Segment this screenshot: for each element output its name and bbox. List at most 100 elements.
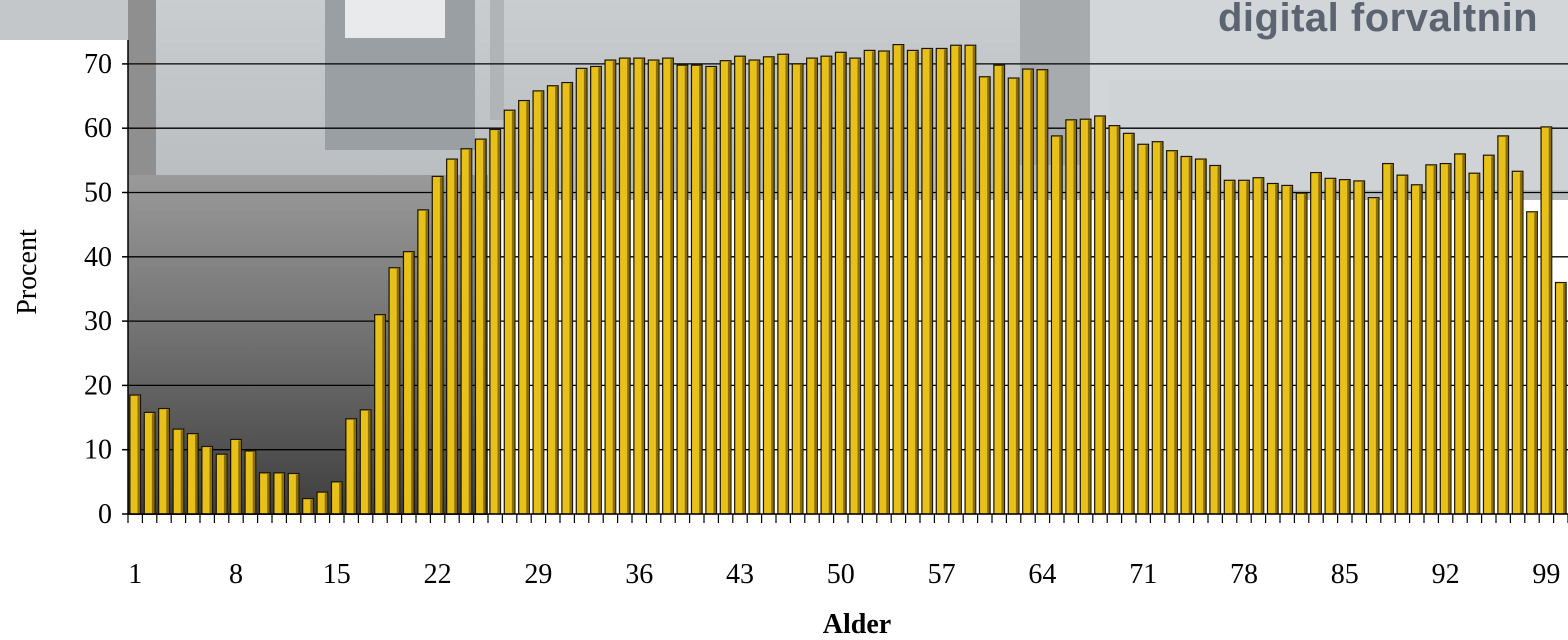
bar: [1108, 125, 1121, 515]
bar: [503, 109, 516, 515]
bar: [1511, 170, 1524, 515]
bar: [1238, 179, 1250, 515]
bar: [647, 59, 660, 515]
bar: [1382, 162, 1394, 515]
axes: 0 10 20 30 40 50 60 70 1 8 15 22 29 36 43 50 57 64 71 78 85 9…: [84, 40, 1568, 590]
bar: [474, 138, 487, 515]
x-tick-label: 50: [827, 559, 855, 590]
bar: [1439, 162, 1452, 515]
bar: [1223, 179, 1236, 515]
bar: [993, 64, 1006, 515]
bar: [921, 47, 934, 515]
bar: [604, 59, 617, 515]
bar: [518, 99, 530, 515]
bar: [388, 267, 401, 515]
x-tick-label: 85: [1331, 559, 1359, 590]
x-axis-title: Alder: [823, 609, 891, 640]
bar: [978, 76, 991, 515]
bar: [532, 90, 545, 515]
bar: [935, 47, 948, 515]
bar: [806, 57, 818, 515]
bar: [489, 128, 502, 515]
x-tick-label: 99: [1532, 559, 1560, 590]
bar: [1454, 153, 1466, 515]
bar: [201, 445, 214, 515]
x-tick-label: 22: [424, 559, 452, 590]
bar: [705, 65, 718, 515]
y-tick-label: 0: [98, 499, 112, 530]
bar: [374, 314, 386, 515]
bar: [906, 49, 919, 515]
y-tick-label: 70: [84, 49, 112, 80]
bar: [1122, 132, 1135, 515]
bar: [1410, 184, 1423, 515]
bar: [950, 44, 962, 515]
bar: [1194, 158, 1207, 515]
bar: [1482, 154, 1495, 515]
bar: [446, 158, 458, 515]
bar: [1497, 135, 1510, 515]
y-tick-label: 10: [84, 435, 112, 466]
y-tick-label: 20: [84, 370, 112, 401]
gridlines: [128, 63, 1568, 451]
bar: [791, 63, 804, 515]
bar: [633, 57, 646, 515]
bar: [129, 394, 142, 515]
bar: [1338, 179, 1351, 515]
bar: [590, 65, 602, 515]
bar: [1540, 126, 1553, 515]
bar: [460, 148, 473, 515]
bar: [402, 251, 415, 515]
y-tick-label: 50: [84, 178, 112, 209]
bar: [546, 85, 559, 515]
bar: [1036, 69, 1049, 515]
bar: [1310, 171, 1322, 515]
bar: [748, 59, 761, 515]
bar: [849, 57, 862, 515]
bar: [662, 57, 674, 515]
photo-door-frame: [128, 0, 156, 175]
y-axis-title: Procent: [12, 229, 43, 315]
y-tick-label: 60: [84, 113, 112, 144]
bar: [1209, 164, 1222, 515]
bar: [1468, 172, 1481, 515]
bar: [258, 472, 271, 515]
bar: [892, 44, 905, 515]
x-tick-label: 57: [928, 559, 956, 590]
bar: [575, 67, 588, 515]
y-tick-label: 30: [84, 306, 112, 337]
bar: [1367, 197, 1380, 515]
bar: [1526, 211, 1538, 515]
bar: [1324, 177, 1337, 515]
x-tick-label: 8: [229, 559, 243, 590]
bar: [158, 407, 170, 515]
bar: [1050, 135, 1063, 515]
bar: [330, 481, 343, 515]
bar: [1007, 77, 1020, 515]
bar: [244, 450, 257, 515]
bar: [417, 209, 430, 515]
x-tick-label: 64: [1028, 559, 1056, 590]
bar: [287, 472, 300, 515]
x-tick-label: 71: [1129, 559, 1157, 590]
bar: [777, 53, 790, 515]
bar: [1295, 192, 1308, 515]
x-tick-label: 29: [524, 559, 552, 590]
bar: [834, 51, 847, 515]
bar: [316, 491, 329, 515]
bar: [561, 81, 574, 515]
bar: [1353, 180, 1366, 515]
bar: [1166, 150, 1178, 515]
bar: [431, 175, 444, 515]
bar: [863, 49, 876, 515]
bar: [302, 497, 314, 515]
bar: [1281, 184, 1294, 515]
bar: [230, 438, 242, 515]
bar: [1151, 141, 1164, 515]
bars: [129, 44, 1567, 515]
bar: [215, 453, 228, 515]
bar: [734, 55, 746, 515]
bar: [719, 60, 732, 515]
bar: [1094, 115, 1106, 515]
